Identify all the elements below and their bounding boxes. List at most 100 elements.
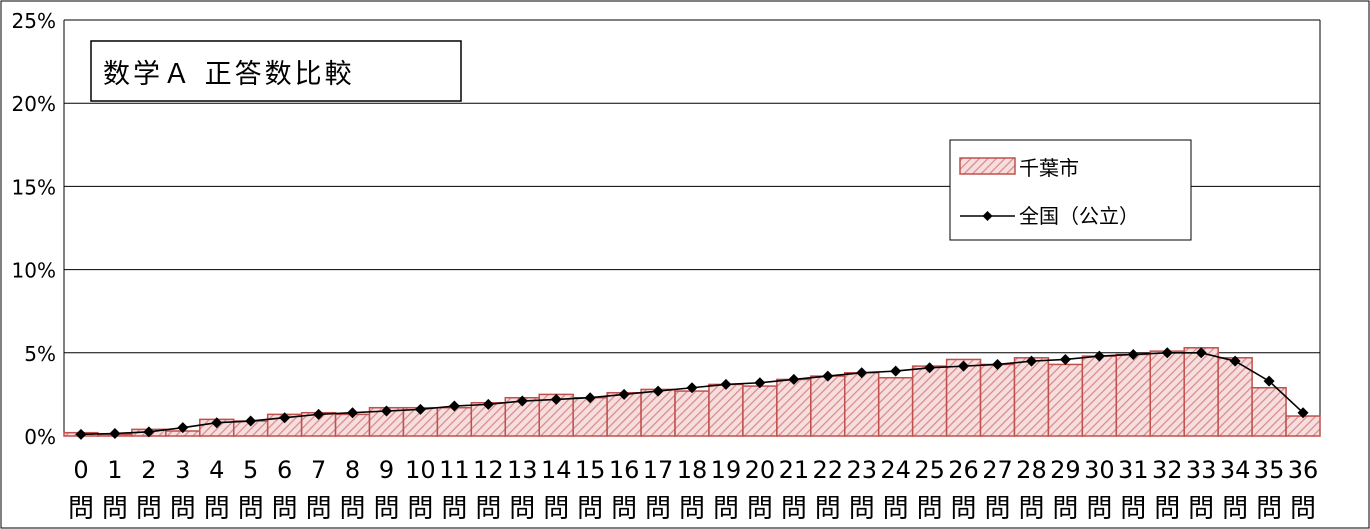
- x-tick-label: 15 問: [575, 456, 606, 524]
- national-point-3: [177, 422, 189, 434]
- y-tick-label: 15%: [12, 175, 56, 199]
- bar-9: [368, 406, 405, 437]
- svg-text:問: 問: [611, 494, 637, 524]
- x-tick-label: 13 問: [507, 456, 538, 524]
- national-point-14: [550, 393, 562, 405]
- x-tick-label: 25 問: [914, 456, 945, 524]
- svg-text:問: 問: [951, 494, 977, 524]
- y-tick-label: 10%: [12, 259, 56, 283]
- x-tick-label: 21 問: [779, 456, 810, 524]
- national-point-10: [414, 403, 426, 415]
- svg-text:15: 15: [575, 456, 606, 484]
- legend-swatch-bar: [959, 157, 1016, 175]
- x-tick-label: 9問: [373, 456, 399, 524]
- national-point-34: [1229, 355, 1241, 367]
- national-point-24: [890, 365, 902, 377]
- svg-text:問: 問: [340, 494, 366, 524]
- svg-text:10: 10: [405, 456, 436, 484]
- national-point-13: [516, 395, 528, 407]
- x-tick-label: 33 問: [1186, 456, 1217, 524]
- bar-series: [63, 347, 1321, 437]
- bar-24: [877, 377, 914, 437]
- bar-27: [979, 363, 1016, 437]
- x-tick-label: 32 問: [1152, 456, 1183, 524]
- national-point-17: [652, 385, 664, 397]
- legend-label-national: 全国（公立）: [1019, 204, 1139, 228]
- svg-text:0: 0: [73, 456, 88, 484]
- svg-text:4: 4: [209, 456, 224, 484]
- svg-text:31: 31: [1118, 456, 1149, 484]
- svg-text:問: 問: [1222, 494, 1248, 524]
- bar-21: [776, 378, 812, 437]
- x-tick-label: 34 問: [1220, 456, 1251, 524]
- legend-label-chiba: 千葉市: [1019, 156, 1079, 180]
- x-tick-label: 30 問: [1084, 456, 1115, 524]
- svg-text:29: 29: [1050, 456, 1081, 484]
- svg-text:問: 問: [713, 494, 739, 524]
- national-point-6: [279, 412, 291, 424]
- x-tick-label: 28 問: [1016, 456, 1047, 524]
- svg-text:問: 問: [441, 494, 467, 524]
- national-point-21: [788, 373, 800, 385]
- svg-text:35: 35: [1254, 456, 1285, 484]
- y-axis-tick-labels: 0% 5% 10% 15% 20% 25%: [12, 9, 56, 449]
- national-point-31: [1127, 348, 1139, 360]
- x-tick-label: 29 問: [1050, 456, 1081, 524]
- national-point-23: [856, 367, 868, 379]
- national-point-30: [1093, 350, 1105, 362]
- svg-text:問: 問: [645, 494, 671, 524]
- national-point-4: [211, 417, 223, 429]
- svg-text:23: 23: [846, 456, 877, 484]
- bar-25: [911, 365, 948, 437]
- x-tick-label: 3問: [170, 456, 196, 524]
- svg-text:13: 13: [507, 456, 538, 484]
- x-tick-label: 18 問: [677, 456, 708, 524]
- svg-text:28: 28: [1016, 456, 1047, 484]
- bar-33: [1183, 347, 1219, 437]
- x-tick-label: 0問: [68, 456, 94, 524]
- svg-text:問: 問: [407, 494, 433, 524]
- national-point-29: [1059, 353, 1071, 365]
- svg-text:33: 33: [1186, 456, 1217, 484]
- x-tick-label: 8問: [340, 456, 366, 524]
- x-tick-label: 26 問: [948, 456, 979, 524]
- x-tick-label: 19 問: [711, 456, 742, 524]
- svg-text:問: 問: [985, 494, 1011, 524]
- svg-text:問: 問: [509, 494, 535, 524]
- svg-text:36: 36: [1288, 456, 1319, 484]
- svg-text:3: 3: [175, 456, 190, 484]
- svg-text:問: 問: [1018, 494, 1044, 524]
- x-tick-label: 1問: [102, 456, 128, 524]
- svg-text:問: 問: [475, 494, 501, 524]
- svg-text:1: 1: [107, 456, 122, 484]
- bar-22: [810, 375, 846, 437]
- svg-text:7: 7: [311, 456, 326, 484]
- bar-30: [1081, 355, 1118, 437]
- national-point-27: [992, 358, 1004, 370]
- svg-text:問: 問: [272, 494, 298, 524]
- x-tick-label: 4問: [204, 456, 230, 524]
- svg-text:11: 11: [439, 456, 470, 484]
- x-tick-label: 31 問: [1118, 456, 1149, 524]
- svg-text:18: 18: [677, 456, 708, 484]
- x-tick-label: 11 問: [439, 456, 470, 524]
- svg-text:問: 問: [306, 494, 332, 524]
- svg-text:問: 問: [883, 494, 909, 524]
- x-tick-label: 14 問: [541, 456, 572, 524]
- svg-text:問: 問: [1052, 494, 1078, 524]
- y-tick-label: 20%: [12, 92, 56, 116]
- bar-36: [1285, 415, 1321, 437]
- svg-text:問: 問: [238, 494, 264, 524]
- svg-text:問: 問: [747, 494, 773, 524]
- bar-35: [1251, 386, 1287, 437]
- svg-text:25: 25: [914, 456, 945, 484]
- national-point-5: [245, 415, 257, 427]
- bar-16: [606, 391, 642, 437]
- bar-19: [708, 383, 744, 437]
- x-axis-tick-labels: 0問1問2問3問4問5問6問7問8問9問10問11問12問13問14問15問16…: [68, 456, 1318, 524]
- svg-text:19: 19: [711, 456, 742, 484]
- x-tick-label: 7問: [306, 456, 332, 524]
- svg-text:問: 問: [1256, 494, 1282, 524]
- svg-text:問: 問: [679, 494, 705, 524]
